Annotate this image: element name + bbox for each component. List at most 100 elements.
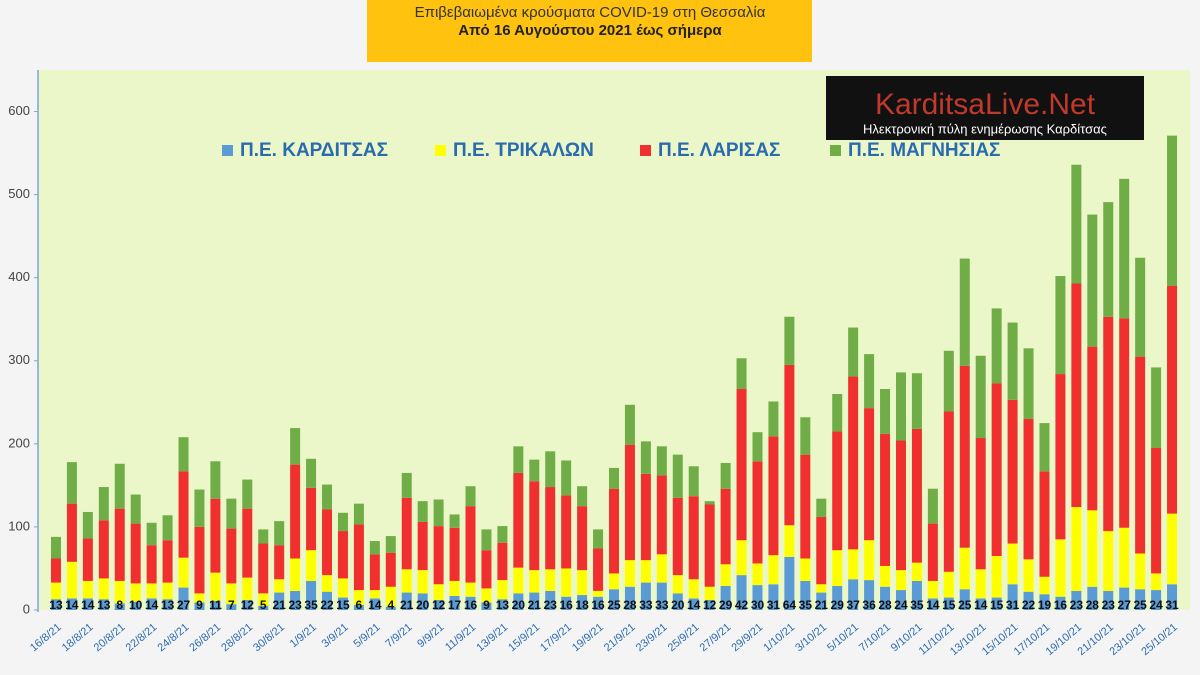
bar-segment: [337, 512, 348, 532]
data-label: 42: [735, 598, 749, 612]
data-label: 25: [1133, 598, 1147, 612]
bar-segment: [242, 577, 253, 601]
bar-segment: [1007, 322, 1018, 400]
bar-segment: [848, 549, 859, 580]
data-label: 15: [942, 598, 956, 612]
bar-segment: [593, 596, 604, 610]
bar-segment: [66, 462, 77, 504]
bar-segment: [880, 433, 891, 566]
bar-segment: [1151, 573, 1162, 591]
bar-segment: [895, 570, 906, 591]
data-label: 33: [655, 598, 669, 612]
data-label: 15: [336, 598, 350, 612]
bar-segment: [593, 529, 604, 549]
bar-segment: [672, 454, 683, 498]
bar-segment: [991, 597, 1002, 610]
bar-segment: [991, 556, 1002, 598]
data-label: 14: [81, 598, 95, 612]
bar-segment: [306, 487, 317, 551]
bar-segment: [975, 569, 986, 599]
bar-segment: [274, 579, 285, 593]
bar-segment: [465, 582, 476, 597]
data-label: 23: [1102, 598, 1116, 612]
bar-segment: [704, 501, 715, 505]
bar-segment: [688, 579, 699, 599]
legend-label: Π.Ε. ΛΑΡΙΣΑΣ: [658, 140, 780, 161]
bar-segment: [880, 586, 891, 610]
bar-segment: [640, 582, 651, 610]
bar-segment: [98, 578, 109, 600]
bar-segment: [449, 514, 460, 528]
bar-segment: [911, 373, 922, 429]
bar-segment: [433, 584, 444, 601]
data-label: 23: [288, 598, 302, 612]
y-tick-label: 100: [8, 518, 30, 533]
bar-segment: [1023, 348, 1034, 419]
bar-segment: [609, 467, 619, 489]
bar-segment: [736, 389, 747, 541]
bar-segment: [768, 584, 779, 610]
bar-segment: [401, 497, 412, 570]
bar-segment: [720, 564, 731, 586]
bar-segment: [927, 580, 938, 599]
bar-segment: [162, 540, 173, 583]
bar-segment: [688, 466, 699, 497]
bar-segment: [513, 567, 524, 594]
bar-segment: [465, 506, 476, 583]
bar-segment: [704, 504, 715, 587]
bar-segment: [385, 536, 396, 553]
bar-segment: [1071, 283, 1082, 507]
bar-segment: [290, 464, 301, 559]
bar-segment: [895, 590, 906, 610]
bar-segment: [465, 486, 476, 507]
bar-segment: [800, 580, 811, 610]
bar-segment: [513, 446, 524, 473]
bar-segment: [274, 592, 285, 610]
bar-segment: [768, 555, 779, 585]
chart-subtitle: Από 16 Αυγούστου 2021 έως σήμερα: [458, 22, 722, 39]
bar-segment: [784, 556, 795, 610]
data-label: 29: [719, 598, 733, 612]
bar-segment: [561, 568, 572, 597]
data-label: 13: [49, 598, 63, 612]
data-label: 10: [129, 598, 143, 612]
bar-segment: [1119, 587, 1130, 610]
data-label: 21: [528, 598, 542, 612]
data-label: 19: [1038, 598, 1052, 612]
bar-segment: [481, 602, 492, 610]
bar-segment: [864, 580, 875, 610]
bar-segment: [417, 593, 428, 610]
bar-segment: [465, 596, 476, 610]
bar-segment: [529, 481, 540, 571]
bar-segment: [290, 558, 301, 591]
bar-segment: [672, 497, 683, 576]
logo: [826, 76, 1144, 140]
bar-segment: [210, 572, 221, 601]
bar-segment: [337, 597, 348, 610]
data-label: 16: [1054, 598, 1068, 612]
bar-segment: [162, 599, 173, 610]
bar-segment: [1039, 423, 1050, 472]
data-label: 23: [544, 598, 558, 612]
bar-segment: [720, 462, 731, 489]
bar-segment: [194, 593, 205, 603]
bar-segment: [577, 570, 588, 596]
bar-segment: [497, 599, 508, 610]
bar-segment: [927, 523, 938, 581]
bar-segment: [242, 508, 253, 578]
bar-segment: [1167, 286, 1178, 514]
legend-label: Π.Ε. ΜΑΓΝΗΣΙΑΣ: [848, 140, 1000, 161]
bar-segment: [306, 550, 317, 581]
data-label: 14: [368, 598, 382, 612]
bar-segment: [720, 585, 731, 610]
bar-segment: [1135, 356, 1146, 554]
bar-segment: [481, 588, 492, 603]
bar-segment: [1167, 135, 1178, 286]
data-label: 21: [815, 598, 829, 612]
data-label: 28: [1086, 598, 1100, 612]
data-label: 7: [228, 598, 235, 612]
bar-segment: [1071, 164, 1082, 284]
bar-segment: [322, 575, 333, 592]
bar-segment: [114, 603, 125, 610]
